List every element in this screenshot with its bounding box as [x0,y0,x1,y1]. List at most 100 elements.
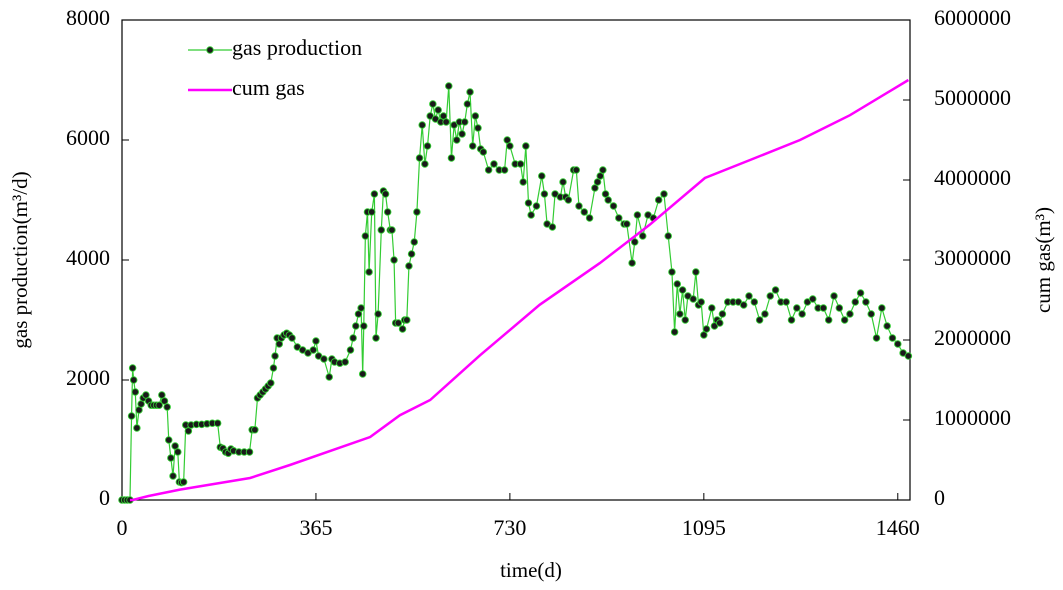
data-point [856,289,865,297]
data-point [490,160,498,168]
data-point [766,292,775,300]
data-point [878,304,886,312]
data-point [697,298,705,306]
data-point [835,304,844,312]
data-point [846,310,854,318]
data-point [357,304,365,312]
data-point [819,304,828,312]
data-point [360,322,368,330]
data-point [370,190,379,198]
data-point [466,88,474,96]
data-point [681,316,689,324]
data-point [365,268,373,276]
data-point [540,190,549,198]
data-point [167,454,175,462]
data-point [418,121,426,129]
data-point [361,232,370,240]
data-point [862,298,870,306]
data-point [631,238,639,246]
data-point [372,334,380,342]
data-point [358,370,367,378]
data-point [702,325,711,333]
data-point [771,286,780,294]
data-point [615,214,623,222]
data-point [354,310,363,318]
data-point [352,322,360,330]
series-line [122,85,909,501]
data-point [320,355,328,363]
data-point [474,124,482,132]
data-point [548,223,557,231]
data-point [830,292,838,300]
data-point [407,250,416,258]
data-point [851,298,860,306]
data-point [463,100,472,108]
data-point [604,196,612,204]
data-point [394,319,403,327]
legend-label: cum gas [232,75,305,100]
data-point [755,316,764,324]
data-point [413,208,421,216]
data-point [668,268,676,276]
data-point [638,232,647,240]
y-tick-label: 4000 [66,245,110,270]
y-tick-label: 0 [99,485,110,510]
x-tick-label: 1095 [682,515,726,540]
data-point [163,403,171,411]
y2-tick-label: 2000000 [934,325,1011,350]
data-point [251,426,259,434]
data-point [689,295,697,303]
data-point [383,208,392,216]
data-point [883,322,891,330]
data-point [872,334,881,342]
data-point [524,199,533,207]
data-point [739,301,748,309]
data-point [798,310,806,318]
data-point [718,310,727,318]
data-point [341,358,349,366]
data-point [479,148,488,156]
data-point [133,424,141,432]
data-point [664,232,672,240]
y2-tick-label: 3000000 [934,245,1011,270]
y-axis-label: gas production(m³/d) [8,171,32,348]
data-point [445,82,453,90]
y-tick-label: 8000 [66,5,110,30]
legend-label: gas production [232,35,362,60]
data-point [453,136,461,144]
y2-tick-label: 6000000 [934,5,1011,30]
data-point [564,196,573,204]
data-point [809,295,817,303]
data-point [503,136,511,144]
data-point [692,268,700,276]
x-tick-label: 1460 [876,515,920,540]
data-point [267,379,275,387]
data-point [559,178,567,186]
data-point [628,259,636,267]
data-point [245,448,254,456]
data-point [580,208,589,216]
data-point [572,166,581,174]
data-point [867,310,875,318]
data-point [527,211,535,219]
data-point [676,310,684,318]
data-point [745,292,753,300]
data-point [787,316,796,324]
data-point [439,112,448,120]
data-point [309,346,318,354]
data-point [415,154,424,162]
data-point [269,364,278,372]
y2-tick-label: 5000000 [934,85,1011,110]
data-point [169,472,177,480]
data-point [716,319,724,327]
data-point [678,286,687,294]
data-point [468,142,477,150]
data-point [131,388,140,396]
series-line [129,78,910,502]
data-point [460,118,469,126]
x-tick-label: 0 [117,515,128,540]
data-point [398,325,407,333]
data-point [888,334,897,342]
data-point [458,130,466,138]
